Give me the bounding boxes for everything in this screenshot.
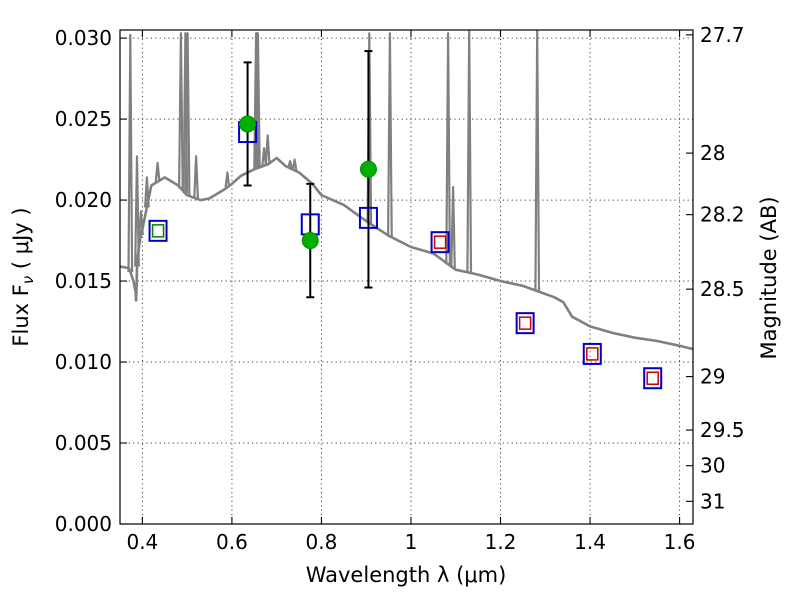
x-tick-label: 0.6: [216, 530, 248, 554]
photometry-square-marker: [433, 235, 447, 249]
x-tick-label: 0.8: [306, 530, 338, 554]
sed-emission-line: [138, 210, 144, 236]
y2-tick-label: 28.2: [700, 203, 745, 227]
photometry-square-marker: [586, 347, 599, 361]
photometry-square-marker: [646, 371, 659, 385]
x-tick-label: 1.2: [485, 530, 517, 554]
photometry-square-marker: [518, 316, 532, 330]
sed-emission-line: [127, 33, 134, 273]
sed-emission-line: [224, 171, 231, 188]
y2-tick-label: 30: [700, 454, 725, 478]
grid-lines: [120, 30, 693, 524]
x-axis-label: Wavelength λ (μm): [306, 563, 507, 587]
sed-emission-line: [154, 161, 161, 182]
model-square-marker: [643, 367, 663, 390]
y-axis-label-units: ( μJy ): [9, 207, 33, 275]
x-tick-label: 1: [405, 530, 418, 554]
sed-emission-line: [291, 158, 298, 171]
model-square-marker: [582, 342, 602, 365]
y-tick-label: 0.000: [55, 512, 112, 536]
y2-tick-label: 29: [700, 365, 725, 389]
model-square-marker: [358, 206, 378, 229]
sed-emission-line: [534, 30, 541, 292]
x-tick-label: 0.4: [126, 530, 158, 554]
sed-emission-line: [134, 155, 140, 267]
y-tick-label: 0.030: [55, 26, 112, 50]
sed-emission-line: [287, 160, 293, 169]
y-axis-label-main: Flux F: [9, 284, 33, 346]
plot-frame: [119, 29, 694, 525]
y2-tick-label: 28: [700, 141, 725, 165]
observed-flux-point: [359, 160, 377, 178]
axis-ticks: [120, 30, 693, 525]
y-axis-label-subscript: ν: [19, 276, 37, 284]
y2-tick-label: 27.7: [700, 23, 745, 47]
y-tick-label: 0.015: [55, 269, 112, 293]
model-square-marker: [430, 231, 450, 254]
sed-emission-line: [466, 30, 473, 273]
sed-emission-line: [450, 186, 456, 268]
x-tick-label: 1.4: [574, 530, 606, 554]
model-square-marker: [515, 312, 535, 335]
plot-data: [120, 30, 693, 390]
y2-tick-label: 29.5: [700, 418, 745, 442]
y-tick-label: 0.020: [55, 188, 112, 212]
y-tick-label: 0.025: [55, 107, 112, 131]
sed-emission-line: [184, 32, 191, 196]
y2-axis-label: Magnitude (AB): [757, 196, 781, 359]
sed-emission-line: [144, 176, 150, 208]
sed-emission-line: [387, 32, 393, 237]
model-square-marker: [148, 219, 168, 242]
sed-emission-line: [193, 155, 199, 199]
sed-emission-line: [264, 134, 271, 165]
y2-tick-label: 28.5: [700, 277, 745, 301]
observed-flux-point: [239, 115, 257, 133]
y-tick-label: 0.005: [55, 431, 112, 455]
x-tick-label: 1.6: [664, 530, 696, 554]
y-tick-label: 0.010: [55, 350, 112, 374]
y-axis-label: Flux Fν ( μJy ): [9, 207, 37, 346]
observed-flux-point: [301, 232, 319, 250]
sed-emission-line: [178, 32, 184, 189]
photometry-square-marker: [151, 224, 165, 238]
y2-tick-label: 31: [700, 489, 725, 513]
sed-emission-line: [445, 32, 451, 265]
